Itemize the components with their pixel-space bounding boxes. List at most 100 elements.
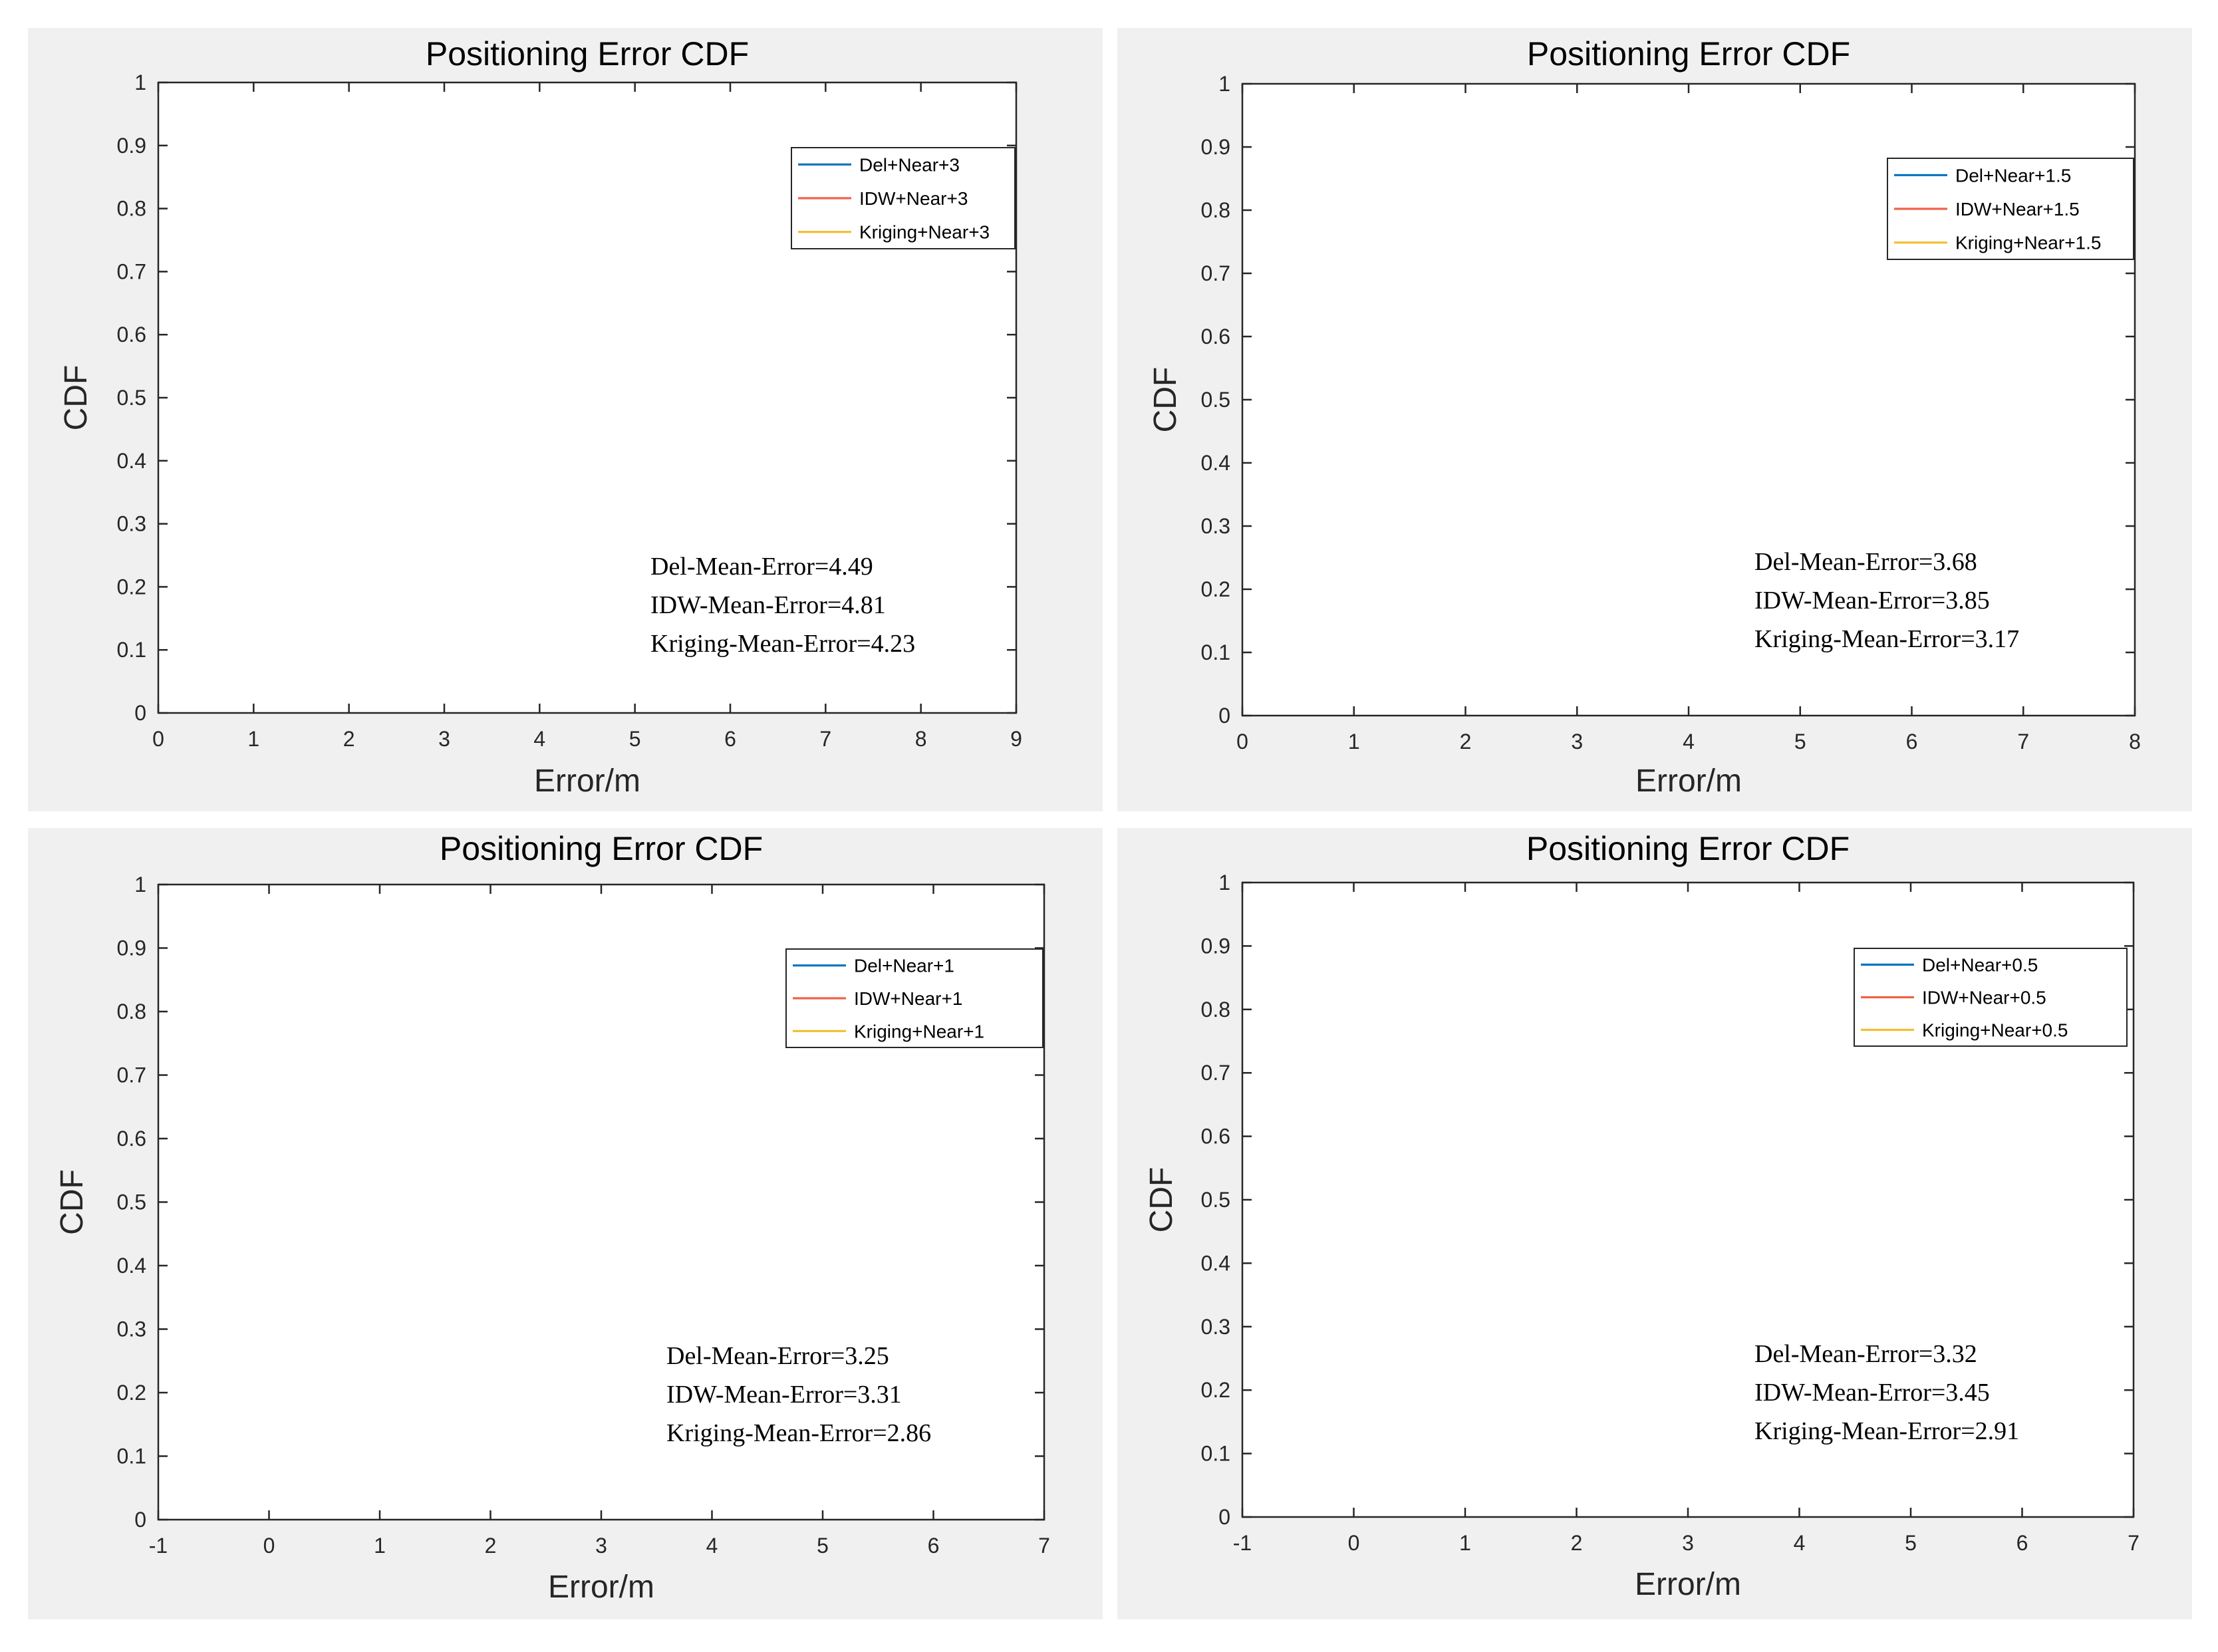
y-tick-label: 0.3 bbox=[1201, 514, 1230, 538]
y-axis-label: CDF bbox=[1148, 367, 1183, 433]
y-tick-label: 0.8 bbox=[117, 1000, 146, 1024]
x-tick-label: 3 bbox=[438, 727, 450, 751]
y-tick-label: 0.4 bbox=[1201, 1251, 1230, 1275]
legend-label: Del+Near+1 bbox=[854, 956, 954, 976]
x-tick-label: 7 bbox=[2017, 730, 2029, 754]
y-tick-label: 0.2 bbox=[1201, 577, 1230, 601]
x-tick-label: 0 bbox=[152, 727, 164, 751]
y-tick-label: 0.2 bbox=[117, 1381, 146, 1405]
mean-error-annotation: Kriging-Mean-Error=3.17 bbox=[1754, 625, 2019, 653]
y-tick-label: 0.3 bbox=[1201, 1315, 1230, 1339]
y-axis-label: CDF bbox=[55, 1169, 90, 1235]
chart-panel-4: -1 0 1 2 3 4 5 6 7 0 0.1 0.2 0.3 0.4 0.5 0.6 0.7 0.8 0.9 1 P… bbox=[1117, 828, 2192, 1619]
y-tick-label: 0 bbox=[134, 701, 146, 725]
x-tick-label: 4 bbox=[533, 727, 545, 751]
x-tick-label: 3 bbox=[595, 1534, 607, 1558]
x-tick-label: 8 bbox=[915, 727, 927, 751]
y-tick-label: 0.7 bbox=[1201, 1061, 1230, 1085]
chart-title: Positioning Error CDF bbox=[426, 35, 749, 72]
x-tick-label: 5 bbox=[629, 727, 641, 751]
chart-title: Positioning Error CDF bbox=[1527, 35, 1850, 72]
y-tick-label: 0.9 bbox=[117, 134, 146, 158]
y-tick-label: 1 bbox=[1218, 871, 1230, 895]
legend-label: Kriging+Near+0.5 bbox=[1922, 1020, 2068, 1041]
x-axis-label: Error/m bbox=[548, 1570, 654, 1605]
y-tick-label: 0.9 bbox=[117, 936, 146, 960]
x-tick-label: 5 bbox=[1794, 730, 1806, 754]
y-tick-label: 1 bbox=[1218, 72, 1230, 96]
chart-title: Positioning Error CDF bbox=[440, 830, 763, 867]
chart-title: Positioning Error CDF bbox=[1526, 830, 1850, 867]
x-tick-label: 9 bbox=[1010, 727, 1022, 751]
x-tick-label: 7 bbox=[2128, 1531, 2140, 1555]
x-tick-label: -1 bbox=[1233, 1531, 1252, 1555]
chart-3: -1 0 1 2 3 4 5 6 700.10.20.30.40.50.60.70.80.91P… bbox=[55, 830, 1050, 1605]
y-tick-label: 0.1 bbox=[117, 1445, 146, 1468]
legend-label: IDW+Near+0.5 bbox=[1922, 988, 2046, 1008]
y-tick-label: 1 bbox=[134, 70, 146, 94]
x-tick-label: 7 bbox=[819, 727, 831, 751]
mean-error-annotation: Del-Mean-Error=4.49 bbox=[650, 553, 873, 581]
y-tick-label: 0.6 bbox=[1201, 1125, 1230, 1149]
chart-panel-2: 0 1 2 3 4 5 6 7 8 0 0.1 0.2 0.3 0.4 0.5 0.6 0.7 0.8 0.9 1 Po… bbox=[1117, 28, 2192, 811]
y-tick-label: 0.2 bbox=[1201, 1378, 1230, 1402]
y-tick-label: 0.2 bbox=[117, 575, 146, 599]
mean-error-annotation: Del-Mean-Error=3.68 bbox=[1754, 548, 1977, 576]
y-tick-label: 0.6 bbox=[117, 1127, 146, 1151]
x-tick-label: 6 bbox=[724, 727, 736, 751]
legend-label: Kriging+Near+1.5 bbox=[1955, 233, 2101, 253]
legend: Del+Near+1 IDW+Near+1 Kriging+Near+1 bbox=[785, 948, 1043, 1048]
mean-error-annotation: IDW-Mean-Error=3.85 bbox=[1754, 587, 1990, 615]
mean-error-annotation: Del-Mean-Error=3.32 bbox=[1754, 1340, 1977, 1368]
mean-error-annotation: IDW-Mean-Error=4.81 bbox=[650, 591, 886, 619]
x-axis-label: Error/m bbox=[1635, 763, 1742, 799]
x-tick-label: 8 bbox=[2129, 730, 2141, 754]
legend-label: IDW+Near+3 bbox=[859, 188, 968, 209]
x-tick-label: 2 bbox=[1460, 730, 1472, 754]
y-tick-label: 0.4 bbox=[117, 1254, 146, 1278]
x-tick-label: 6 bbox=[1906, 730, 1918, 754]
mean-error-annotation: IDW-Mean-Error=3.31 bbox=[666, 1381, 902, 1409]
y-tick-label: 1 bbox=[134, 873, 146, 896]
x-tick-label: 1 bbox=[374, 1534, 386, 1558]
y-axis-label: CDF bbox=[1144, 1167, 1179, 1233]
x-tick-label: 6 bbox=[2016, 1531, 2028, 1555]
y-tick-label: 0.8 bbox=[1201, 998, 1230, 1022]
x-tick-label: 5 bbox=[817, 1534, 829, 1558]
chart-1: 0 1 2 3 4 5 6 7 8 9 0 0.1 0.2 0.3 0.4 0.5 0.6 0.7 0.8 0.9 1 P… bbox=[59, 35, 1022, 799]
chart-2: 0 1 2 3 4 5 6 7 8 0 0.1 0.2 0.3 0.4 0.5 0.6 0.7 0.8 0.9 1 Po… bbox=[1148, 35, 2141, 799]
x-tick-label: 0 bbox=[1348, 1531, 1360, 1555]
x-tick-label: 4 bbox=[706, 1534, 718, 1558]
legend: Del+Near+0.5 IDW+Near+0.5 Kriging+Near+0.5 bbox=[1854, 948, 2128, 1047]
y-axis-label: CDF bbox=[59, 365, 94, 431]
y-tick-label: 0.3 bbox=[117, 1317, 146, 1341]
y-tick-label: 0.8 bbox=[1201, 198, 1230, 222]
chart-panel-1: 0 1 2 3 4 5 6 7 8 9 0 0.1 0.2 0.3 0.4 0.5 0.6 0.7 0.8 0.9 1 P… bbox=[28, 28, 1103, 811]
y-tick-label: 0.3 bbox=[117, 512, 146, 536]
legend-label: IDW+Near+1.5 bbox=[1955, 199, 2080, 219]
y-tick-label: 0.9 bbox=[1201, 934, 1230, 958]
y-tick-label: 0.1 bbox=[1201, 1442, 1230, 1466]
x-tick-label: 2 bbox=[343, 727, 355, 751]
y-tick-label: 0.8 bbox=[117, 197, 146, 221]
y-tick-label: 0.7 bbox=[117, 1063, 146, 1087]
y-tick-label: 0.5 bbox=[1201, 1188, 1230, 1212]
y-tick-label: 0 bbox=[1218, 1505, 1230, 1529]
chart-4: -1 0 1 2 3 4 5 6 700.10.20.30.40.50.60.70.80.91P… bbox=[1144, 830, 2140, 1602]
y-tick-label: 0 bbox=[134, 1508, 146, 1532]
y-tick-label: 0.1 bbox=[1201, 640, 1230, 664]
y-tick-label: 0.7 bbox=[1201, 261, 1230, 285]
x-tick-label: 7 bbox=[1038, 1534, 1050, 1558]
x-tick-label: 4 bbox=[1794, 1531, 1806, 1555]
y-tick-label: 0.5 bbox=[117, 1190, 146, 1214]
legend-label: Kriging+Near+1 bbox=[854, 1021, 984, 1041]
x-tick-label: 3 bbox=[1571, 730, 1583, 754]
legend-label: Del+Near+0.5 bbox=[1922, 955, 2038, 976]
y-tick-label: 0.5 bbox=[117, 386, 146, 410]
y-tick-label: 0.1 bbox=[117, 638, 146, 662]
y-tick-label: 0.9 bbox=[1201, 135, 1230, 159]
x-tick-label: 4 bbox=[1683, 730, 1695, 754]
x-tick-label: 6 bbox=[928, 1534, 940, 1558]
x-tick-label: 0 bbox=[263, 1534, 275, 1558]
y-tick-label: 0.7 bbox=[117, 259, 146, 283]
